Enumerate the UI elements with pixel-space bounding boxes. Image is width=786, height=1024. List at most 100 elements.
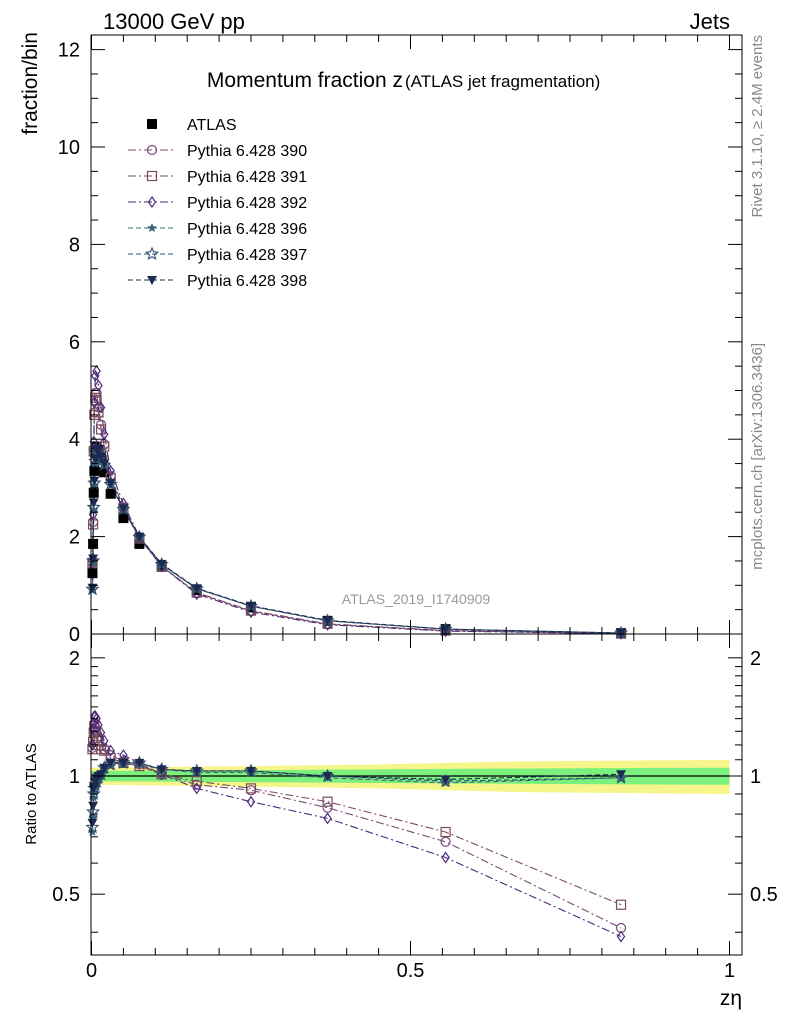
data-point-ratio-pythia-6-428-398 [87, 818, 98, 828]
data-point-pythia-6-428-392 [94, 379, 103, 392]
y-tick-label: 0 [69, 624, 80, 646]
data-point-atlas [118, 513, 129, 524]
data-point-pythia-6-428-398 [322, 616, 333, 626]
data-point-pythia-6-428-398 [88, 498, 99, 508]
data-point-legend-pythia-6-428-397 [144, 246, 160, 261]
data-point-ratio-pythia-6-428-391 [615, 899, 627, 910]
ratio-y-tick-label: 2 [69, 648, 80, 670]
series-line-pythia-6-428-398 [91, 448, 622, 634]
ratio-axes: 0.5 0.5 1 1 2 2 0 0.5 1 [52, 634, 778, 982]
source-label: mcplots.cern.ch [arXiv:1306.3436] [749, 343, 766, 570]
ratio-y-tick-label-right: 2 [750, 648, 761, 670]
data-point-ratio-pythia-6-428-398 [118, 758, 129, 768]
ratio-plot-content [85, 710, 730, 943]
data-point-pythia-6-428-397 [87, 475, 102, 490]
legend: ATLAS Pythia 6.428 390 Pythia 6.428 391 Pyt… [128, 117, 307, 290]
y-tick-label: 8 [69, 234, 80, 256]
data-point-atlas [134, 538, 145, 549]
data-point-ratio-pythia-6-428-398 [89, 782, 100, 792]
data-point-legend-pythia-6-428-396 [147, 223, 157, 233]
category-label: Jets [690, 9, 730, 34]
data-point-pythia-6-428-398 [246, 601, 256, 611]
data-point-pythia-6-428-398 [134, 532, 145, 542]
data-point-ratio-pythia-6-428-392 [88, 738, 97, 751]
data-point-ratio-pythia-6-428-397 [86, 804, 101, 818]
data-point-ratio-pythia-6-428-398 [191, 766, 202, 776]
data-point-ratio-pythia-6-428-392 [192, 782, 202, 795]
ratio-line-pythia-6-428-391 [91, 726, 622, 906]
data-point-atlas [89, 465, 100, 476]
data-point-pythia-6-428-397 [86, 553, 101, 567]
data-point-ratio-pythia-6-428-392 [100, 734, 109, 747]
ratio-frame [90, 633, 743, 956]
data-point-ratio-pythia-6-428-397 [85, 819, 100, 834]
ratio-y-tick-label-right: 0.5 [750, 884, 778, 906]
data-point-atlas [105, 488, 116, 499]
main-title: Momentum fraction z [207, 69, 403, 92]
data-point-pythia-6-428-398 [96, 452, 107, 462]
ratio-line-pythia-6-428-392 [91, 715, 622, 938]
data-point-atlas [88, 538, 99, 549]
data-point-ratio-pythia-6-428-391 [245, 783, 257, 794]
ratio-line-pythia-6-428-390 [91, 723, 622, 929]
data-point-pythia-6-428-398 [93, 445, 104, 455]
data-point-ratio-pythia-6-428-398 [96, 770, 107, 780]
data-point-legend-pythia-6-428-391 [146, 170, 158, 182]
y-tick-label: 2 [69, 527, 80, 549]
x-tick-label: 0.5 [397, 960, 425, 982]
rivet-label: Rivet 3.1.10, ≥ 2.4M events [749, 35, 766, 218]
main-y-label: fraction/bin [19, 32, 42, 135]
energy-label: 13000 GeV pp [103, 9, 245, 34]
data-point-pythia-6-428-398 [118, 504, 129, 514]
data-point-ratio-pythia-6-428-392 [246, 795, 256, 808]
data-point-pythia-6-428-398 [87, 583, 98, 593]
ratio-y-tick-label: 1 [69, 766, 80, 788]
data-point-atlas [87, 568, 98, 579]
legend-label-pythia-6-428-392: Pythia 6.428 392 [187, 195, 307, 212]
data-point-ratio-pythia-6-428-398 [99, 763, 110, 773]
data-point-ratio-pythia-6-428-398 [440, 775, 451, 785]
data-point-legend-atlas [147, 119, 157, 129]
data-point-ratio-pythia-6-428-390 [440, 836, 451, 847]
data-point-ratio-pythia-6-428-398 [246, 766, 256, 776]
y-tick-label: 10 [58, 137, 80, 159]
data-point-pythia-6-428-398 [99, 459, 110, 469]
data-point-ratio-pythia-6-428-398 [616, 770, 627, 780]
ratio-y-label: Ratio to ATLAS [23, 743, 40, 844]
data-point-ratio-pythia-6-428-392 [441, 851, 450, 864]
watermark-label: ATLAS_2019_I1740909 [342, 591, 491, 607]
y-tick-label: 6 [69, 332, 80, 354]
ratio-panel: 0.5 0.5 1 1 2 2 0 0.5 1 Ratio to ATLAS zη [23, 633, 778, 1010]
ratio-y-tick-label: 0.5 [52, 884, 80, 906]
data-point-ratio-pythia-6-428-398 [322, 772, 333, 782]
legend-label-pythia-6-428-391: Pythia 6.428 391 [187, 169, 307, 186]
data-point-ratio-pythia-6-428-398 [134, 758, 145, 768]
data-point-pythia-6-428-392 [96, 401, 106, 414]
data-point-pythia-6-428-398 [90, 454, 101, 464]
data-point-pythia-6-428-398 [105, 479, 116, 489]
data-point-ratio-pythia-6-428-392 [106, 744, 115, 757]
x-tick-label: 1 [724, 960, 735, 982]
data-point-ratio-pythia-6-428-396 [87, 827, 98, 837]
data-point-atlas [88, 487, 99, 498]
data-point-ratio-pythia-6-428-398 [105, 758, 116, 768]
data-point-pythia-6-428-398 [89, 476, 100, 486]
data-point-ratio-pythia-6-428-392 [92, 712, 101, 725]
main-plot-content [85, 364, 629, 640]
data-point-ratio-pythia-6-428-392 [323, 812, 332, 825]
data-point-pythia-6-428-392 [90, 396, 99, 409]
legend-label-pythia-6-428-390: Pythia 6.428 390 [187, 143, 307, 160]
y-tick-label: 12 [58, 40, 80, 62]
data-point-legend-pythia-6-428-392 [147, 195, 157, 209]
data-point-legend-pythia-6-428-390 [146, 144, 158, 156]
data-point-ratio-pythia-6-428-390 [322, 802, 333, 813]
legend-label-pythia-6-428-397: Pythia 6.428 397 [187, 247, 307, 264]
data-point-atlas [99, 467, 110, 478]
y-tick-label: 4 [69, 429, 80, 451]
main-panel: 0 2 4 6 8 10 12 Momentum fraction z (ATLAS jet… [19, 32, 743, 646]
data-point-pythia-6-428-398 [156, 559, 167, 569]
legend-label-atlas: ATLAS [187, 117, 237, 134]
data-point-legend-pythia-6-428-398 [147, 276, 157, 285]
data-point-pythia-6-428-392 [106, 464, 115, 477]
